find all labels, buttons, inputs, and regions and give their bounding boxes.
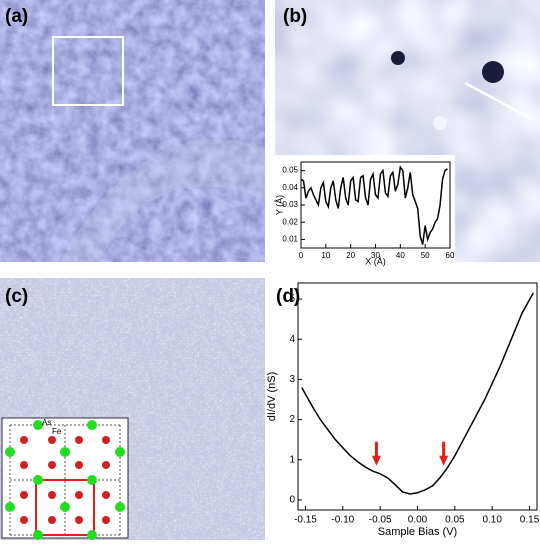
panel-label: (c)	[5, 286, 28, 307]
x-tick-label: 50	[421, 251, 430, 260]
data-line	[300, 165, 448, 245]
dark-defect	[482, 61, 504, 83]
y-tick-label: 0.03	[282, 200, 298, 209]
inset-background	[273, 155, 455, 268]
panel-label: (b)	[283, 6, 307, 27]
y-tick-label: 2	[289, 414, 295, 425]
lattice-diagram: As Fe	[1, 417, 129, 540]
x-tick-label: 20	[346, 251, 355, 260]
as-atoms	[5, 420, 125, 540]
x-tick-label: 30	[371, 251, 380, 260]
x-tick-label: 0.05	[445, 515, 465, 526]
x-tick-label: 0.00	[408, 515, 428, 526]
y-tick-label: 3	[289, 374, 295, 385]
panel-label: (a)	[5, 6, 28, 27]
x-tick-label: -0.15	[294, 515, 317, 526]
data-line	[301, 292, 534, 495]
x-tick-label: 0	[299, 251, 304, 260]
bright-band	[60, 139, 265, 262]
fe-atoms	[20, 436, 110, 524]
y-tick-label: 0.01	[282, 235, 298, 244]
arrow	[371, 441, 381, 466]
y-tick-label: 0.05	[282, 166, 298, 175]
panel-label: (d)	[276, 286, 300, 307]
x-tick-label: 0.15	[520, 515, 540, 526]
x-axis-label: X (Å)	[365, 256, 386, 266]
x-tick-label: 40	[396, 251, 405, 260]
x-tick-label: -0.10	[331, 515, 354, 526]
y-tick-label: 0.04	[282, 183, 298, 192]
arrow	[439, 441, 449, 466]
line-cut	[464, 81, 531, 120]
x-tick-label: 60	[446, 251, 455, 260]
y-tick-label: 0.02	[282, 217, 298, 226]
x-axis-label: Sample Bias (V)	[378, 526, 457, 538]
y-tick-label: 1	[289, 454, 295, 465]
x-tick-label: 10	[321, 251, 330, 260]
zoom-box	[52, 36, 124, 106]
y-axis-label: Y (Å)	[275, 195, 285, 215]
stm-image-a	[0, 0, 265, 262]
x-tick-label: -0.05	[369, 515, 392, 526]
unit-cell	[35, 479, 95, 536]
fe-label: Fe	[52, 427, 62, 436]
as-label: As	[42, 418, 51, 427]
plot-frame	[297, 282, 538, 511]
x-tick-label: 0.10	[482, 515, 502, 526]
y-tick-label: 4	[289, 334, 295, 345]
bright-defect	[433, 116, 447, 130]
y-axis-label: dI/dV (nS)	[266, 372, 278, 422]
lattice-grid	[9, 424, 121, 536]
y-tick-label: 0	[289, 495, 295, 506]
dark-defect	[391, 51, 405, 65]
y-tick-label: 5	[289, 294, 295, 305]
